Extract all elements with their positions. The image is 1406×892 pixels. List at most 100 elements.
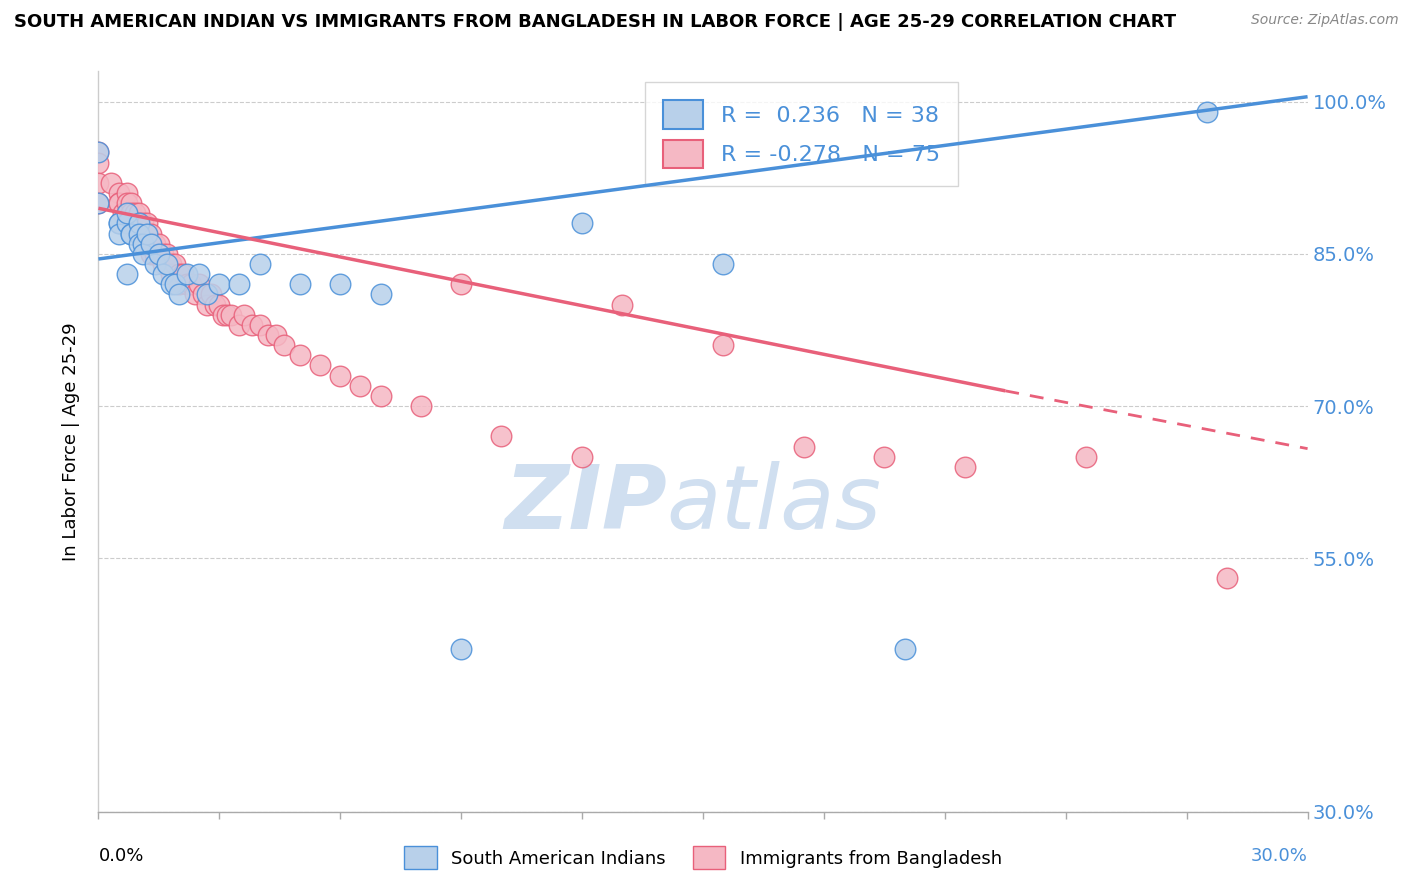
Point (148, 247, 170, 261)
Point (135, 227, 157, 241)
Point (188, 267, 211, 281)
Text: 0.0%: 0.0% (98, 847, 143, 865)
Point (160, 257, 183, 271)
Point (120, 227, 142, 241)
Point (107, 217, 129, 231)
Text: Source: ZipAtlas.com: Source: ZipAtlas.com (1251, 13, 1399, 28)
Point (249, 257, 271, 271)
Point (1216, 571, 1239, 585)
Point (176, 267, 198, 281)
Point (240, 318, 263, 332)
Point (115, 217, 138, 231)
Point (172, 267, 194, 281)
Point (893, 642, 915, 657)
Point (370, 389, 392, 403)
Point (491, 429, 513, 443)
Text: 30.0%: 30.0% (1251, 847, 1308, 865)
Point (111, 206, 134, 220)
Point (249, 318, 271, 332)
Point (163, 257, 186, 271)
Point (184, 287, 207, 301)
Point (152, 267, 174, 281)
Point (953, 459, 976, 474)
Text: atlas: atlas (666, 461, 882, 548)
Point (124, 206, 146, 220)
Point (107, 227, 129, 241)
Point (288, 348, 311, 362)
Point (107, 196, 129, 211)
Point (139, 227, 162, 241)
Point (329, 277, 352, 292)
Point (228, 318, 250, 332)
Point (208, 298, 231, 312)
Point (100, 176, 122, 190)
Legend: South American Indians, Immigrants from Bangladesh: South American Indians, Immigrants from … (395, 838, 1011, 879)
Point (409, 399, 432, 413)
Point (873, 450, 896, 464)
Point (135, 227, 157, 241)
Point (212, 308, 235, 322)
Point (132, 236, 155, 251)
Point (132, 227, 155, 241)
Point (571, 450, 593, 464)
Legend: R =  0.236   N = 38, R = -0.278   N = 75: R = 0.236 N = 38, R = -0.278 N = 75 (645, 82, 957, 186)
Point (256, 328, 278, 343)
Point (115, 206, 138, 220)
Point (349, 378, 371, 392)
Point (135, 217, 157, 231)
Point (132, 247, 155, 261)
Point (195, 298, 218, 312)
Point (107, 217, 129, 231)
Point (273, 338, 295, 352)
Point (139, 236, 162, 251)
Point (128, 217, 150, 231)
Point (128, 206, 150, 220)
Point (309, 359, 332, 373)
Point (120, 217, 142, 231)
Point (115, 206, 138, 220)
Point (120, 227, 142, 241)
Point (329, 368, 352, 383)
Point (107, 196, 129, 211)
Text: SOUTH AMERICAN INDIAN VS IMMIGRANTS FROM BANGLADESH IN LABOR FORCE | AGE 25-29 C: SOUTH AMERICAN INDIAN VS IMMIGRANTS FROM… (14, 13, 1177, 31)
Point (139, 236, 162, 251)
Point (188, 277, 211, 292)
Point (221, 308, 243, 322)
Point (450, 642, 472, 657)
Point (115, 267, 138, 281)
Y-axis label: In Labor Force | Age 25-29: In Labor Force | Age 25-29 (62, 322, 80, 561)
Point (180, 277, 202, 292)
Point (711, 257, 734, 271)
Point (87, 145, 110, 160)
Point (87, 196, 110, 211)
Point (156, 247, 179, 261)
Point (115, 186, 138, 200)
Point (176, 277, 198, 292)
Point (160, 267, 183, 281)
Point (217, 308, 239, 322)
Point (87, 145, 110, 160)
Point (152, 247, 174, 261)
Point (156, 257, 179, 271)
Point (128, 217, 150, 231)
Text: ZIP: ZIP (503, 461, 666, 548)
Point (208, 277, 231, 292)
Point (450, 277, 472, 292)
Point (793, 440, 815, 454)
Point (128, 236, 150, 251)
Point (87, 176, 110, 190)
Point (288, 277, 311, 292)
Point (143, 236, 166, 251)
Point (232, 308, 254, 322)
Point (148, 247, 170, 261)
Point (148, 236, 170, 251)
Point (612, 298, 634, 312)
Point (107, 186, 129, 200)
Point (152, 257, 174, 271)
Point (163, 277, 186, 292)
Point (139, 247, 162, 261)
Point (143, 247, 166, 261)
Point (132, 217, 155, 231)
Point (228, 277, 250, 292)
Point (711, 338, 734, 352)
